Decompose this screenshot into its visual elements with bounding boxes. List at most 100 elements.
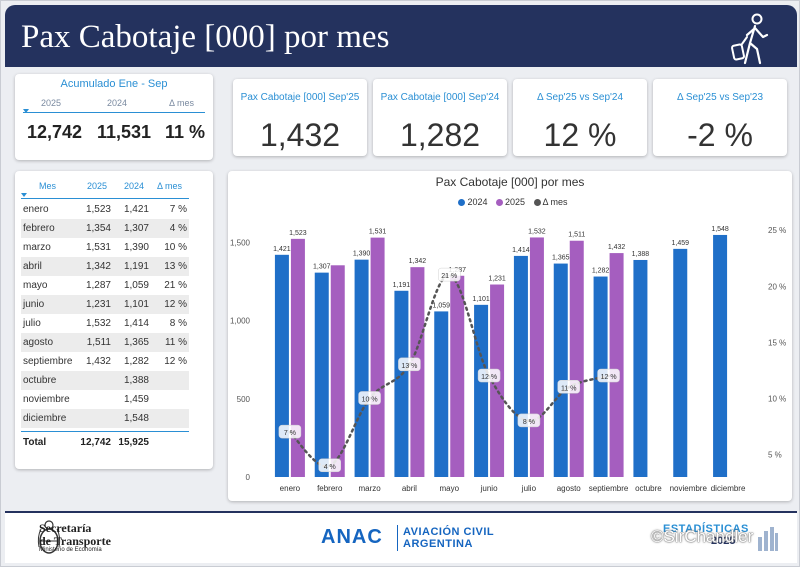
accumulated-delta-value: 11 % (165, 122, 206, 142)
row-month: mayo (23, 280, 48, 291)
x-tick-label: enero (280, 484, 301, 493)
row-month: agosto (23, 337, 54, 348)
row-2024: 1,307 (123, 223, 149, 234)
table-row[interactable]: mayo 1,287 1,059 21 % (21, 276, 189, 295)
bar-2024[interactable] (553, 263, 568, 477)
row-month: enero (23, 204, 49, 215)
bar-2024[interactable] (274, 254, 289, 477)
y-left-tick-label: 0 (246, 473, 251, 482)
data-label-2024: 1,282 (592, 268, 610, 275)
chart-plot: 0 500 1,000 1,500 5 % 10 % 15 % 20 % 25 % 1,421 1,… (230, 226, 786, 493)
table-header: Mes 2025 2024 Δ mes (21, 175, 189, 199)
bar-2025[interactable] (609, 253, 624, 477)
column-header-delta[interactable]: Δ mes (157, 181, 183, 191)
bar-2025[interactable] (450, 275, 465, 477)
table-row[interactable]: octubre 1,388 (21, 371, 189, 390)
table-row[interactable]: julio 1,532 1,414 8 % (21, 314, 189, 333)
data-label-2024: 1,191 (393, 282, 411, 289)
bar-2024[interactable] (434, 311, 449, 477)
sort-up-icon[interactable] (21, 193, 27, 197)
table-row[interactable]: noviembre 1,459 (21, 390, 189, 409)
x-tick-label: agosto (557, 484, 582, 493)
accumulated-divider (23, 112, 205, 113)
delta-data-label: 13 % (401, 363, 417, 370)
delta-data-label: 8 % (523, 419, 535, 426)
x-tick-label: abril (402, 484, 417, 493)
delta-data-label: 12 % (481, 374, 497, 381)
bar-2025[interactable] (290, 238, 305, 477)
column-header-mes[interactable]: Mes (39, 181, 57, 191)
data-label-2024: 1,307 (313, 264, 331, 271)
bar-2024[interactable] (713, 234, 728, 477)
delta-data-label: 12 % (601, 374, 617, 381)
anac-subtitle-line2: ARGENTINA (403, 538, 473, 550)
bar-2024[interactable] (633, 259, 648, 477)
row-month: junio (23, 299, 45, 310)
legend-delta-label[interactable]: Δ mes (542, 197, 568, 207)
kpi-value: 1,432 (259, 117, 341, 153)
column-header-2025[interactable]: 2025 (87, 181, 108, 191)
data-label-2024: 1,388 (632, 251, 650, 258)
row-2025: 1,511 (86, 337, 111, 348)
bar-2024[interactable] (673, 248, 688, 477)
row-2024: 1,390 (123, 242, 149, 253)
kpi-card-delta-sep23: Δ Sep'25 vs Sep'23 -2 % (653, 79, 787, 156)
delta-data-label: 10 % (362, 396, 378, 403)
bar-2024[interactable] (474, 304, 489, 477)
y-left-tick-label: 1,000 (230, 317, 251, 326)
bar-2024[interactable] (314, 272, 329, 477)
y-right-tick-label: 20 % (768, 282, 786, 291)
kpi-card-sep24: Pax Cabotaje [000] Sep'24 1,282 (373, 79, 507, 156)
bar-2024[interactable] (394, 290, 409, 477)
row-2024: 1,414 (123, 318, 149, 329)
bar-2025[interactable] (569, 240, 584, 477)
sort-down-icon[interactable] (23, 109, 29, 113)
row-2025: 1,342 (85, 261, 111, 272)
table-row[interactable]: septiembre 1,432 1,282 12 % (21, 352, 189, 371)
row-month: marzo (23, 242, 51, 253)
delta-label-box (358, 391, 381, 405)
total-2025: 12,742 (80, 437, 111, 448)
data-label-2024: 1,390 (353, 251, 371, 258)
delta-data-label: 11 % (561, 385, 576, 392)
bar-2025[interactable] (370, 237, 385, 477)
anac-subtitle-line1: AVIACIÓN CIVIL (403, 526, 495, 538)
table-row[interactable]: abril 1,342 1,191 13 % (21, 257, 189, 276)
y-right-tick-label: 15 % (768, 338, 786, 347)
delta-label-box (318, 458, 341, 473)
table-row[interactable]: agosto 1,511 1,365 11 % (21, 333, 189, 352)
bar-2024[interactable] (354, 259, 369, 477)
bar-2024[interactable] (513, 255, 528, 477)
bar-2025[interactable] (410, 267, 425, 477)
data-label-2024: 1,414 (512, 247, 530, 254)
kpi-label: Pax Cabotaje [000] Sep'25 (240, 92, 360, 103)
row-2024: 1,548 (123, 413, 149, 424)
legend-delta-swatch (533, 199, 541, 206)
row-2024: 1,191 (123, 261, 149, 272)
table-row[interactable]: diciembre 1,548 (21, 409, 189, 428)
delta-line (288, 273, 610, 468)
accumulated-2024-value: 11,531 (97, 122, 152, 142)
delta-label-box (398, 357, 421, 372)
table-row[interactable]: enero 1,523 1,421 7 % (21, 200, 189, 219)
delta-data-label: 4 % (324, 464, 336, 471)
accumulated-header-delta: Δ mes (169, 98, 195, 108)
bar-2025[interactable] (529, 237, 544, 477)
table-row[interactable]: junio 1,231 1,101 12 % (21, 295, 189, 314)
chart-legend: 2024 2025 Δ mes (228, 197, 792, 207)
data-label-2025: 1,532 (528, 228, 546, 235)
legend-2025-label[interactable]: 2025 (504, 197, 526, 207)
kpi-label: Pax Cabotaje [000] Sep'24 (380, 92, 500, 103)
table-row[interactable]: febrero 1,354 1,307 4 % (21, 219, 189, 238)
legend-2024-label[interactable]: 2024 (467, 197, 488, 207)
row-2024: 1,059 (123, 280, 149, 291)
row-month: diciembre (23, 413, 67, 424)
bar-2025[interactable] (330, 265, 345, 477)
column-header-2024[interactable]: 2024 (124, 181, 145, 191)
accumulated-title: Acumulado Ene - Sep (60, 78, 168, 90)
ministry-name-line2: de Transporte (39, 534, 111, 548)
row-2025: 1,354 (85, 223, 111, 234)
y-right-tick-label: 25 % (768, 226, 786, 235)
table-row[interactable]: marzo 1,531 1,390 10 % (21, 238, 189, 257)
